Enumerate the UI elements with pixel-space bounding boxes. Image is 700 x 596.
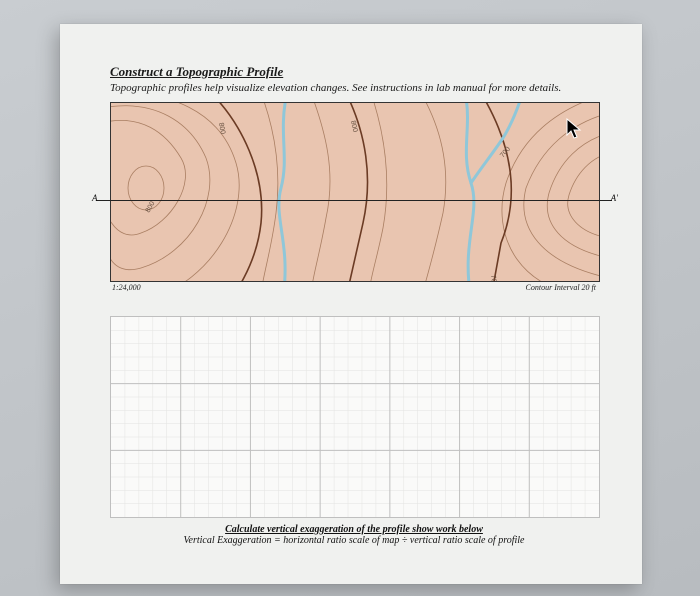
calc-formula: Vertical Exaggeration = horizontal ratio… xyxy=(110,535,598,546)
elev-label: 800 xyxy=(349,120,358,133)
elev-label: 700 xyxy=(489,274,498,281)
calc-title: Calculate vertical exaggeration of the p… xyxy=(110,524,598,535)
topographic-map: 800 800 800 700 700 A A' 1:24,000 Contou… xyxy=(110,102,598,292)
page-subtitle: Topographic profiles help visualize elev… xyxy=(110,82,600,94)
calc-block: Calculate vertical exaggeration of the p… xyxy=(110,524,598,546)
content-area: Construct a Topographic Profile Topograp… xyxy=(110,64,600,546)
profile-label-a-prime: A' xyxy=(611,193,618,203)
elev-label: 800 xyxy=(217,122,226,135)
profile-grid xyxy=(110,316,600,518)
map-scale: 1:24,000 xyxy=(112,283,141,292)
contour-interval: Contour Interval 20 ft xyxy=(526,283,596,292)
worksheet-page: Construct a Topographic Profile Topograp… xyxy=(60,24,642,584)
profile-label-a: A xyxy=(92,193,98,203)
page-title: Construct a Topographic Profile xyxy=(110,64,600,80)
map-panel: 800 800 800 700 700 xyxy=(110,102,600,282)
elev-label: 700 xyxy=(499,146,512,160)
profile-line-aa xyxy=(96,200,612,201)
